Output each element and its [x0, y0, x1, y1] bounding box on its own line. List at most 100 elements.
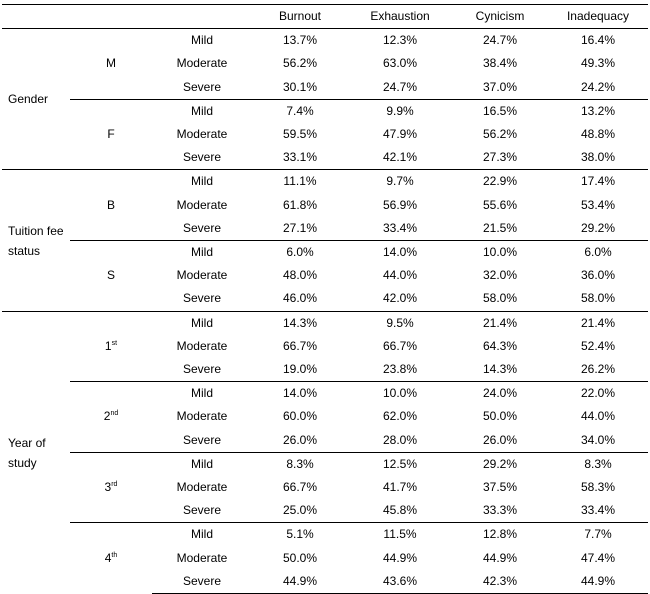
header-exhaustion: Exhaustion — [348, 3, 452, 30]
value-cell: 44.0% — [382, 268, 418, 283]
table-row: F Mild 7.4% 9.9% 16.5% 13.2% — [2, 98, 648, 170]
severity-level: Severe — [182, 362, 222, 377]
severity-level: Mild — [152, 381, 252, 406]
severity-level: Mild — [152, 310, 252, 335]
value-cell: 44.0% — [580, 409, 616, 424]
table-row: Moderate 50.0% 44.9% 44.9% 47.4% — [2, 547, 648, 570]
value-cell: 29.2% — [580, 220, 616, 235]
table-row: 2nd Mild 14.0% 10.0% 24.0% 22.0% — [2, 381, 648, 453]
value-cell: 26.0% — [282, 432, 318, 447]
table-row: Moderate 59.5% 47.9% 56.2% 48.8% — [2, 123, 648, 146]
severity-level: Moderate — [176, 56, 228, 71]
value-cell: 12.5% — [348, 451, 452, 477]
value-cell: 16.4% — [580, 33, 616, 48]
severity-level: Severe — [182, 220, 222, 235]
value-cell: 66.7% — [282, 338, 318, 353]
subgroup-label-text: B — [106, 197, 115, 212]
value-cell: 19.0% — [282, 362, 318, 377]
severity-level: Severe — [182, 79, 222, 94]
value-cell: 11.1% — [252, 169, 348, 194]
value-cell: 59.5% — [282, 127, 318, 142]
severity-level: Mild — [190, 33, 213, 48]
table-row: Severe 27.1% 33.4% 21.5% 29.2% — [2, 217, 648, 241]
value-cell: 11.5% — [348, 522, 452, 547]
value-cell: 33.4% — [382, 220, 418, 235]
header-cell — [70, 3, 152, 30]
table-row: Severe 25.0% 45.8% 33.3% 33.4% — [2, 499, 648, 523]
value-cell: 55.6% — [482, 197, 518, 212]
value-cell: 66.7% — [382, 338, 418, 353]
header-inadequacy: Inadequacy — [548, 3, 648, 30]
value-cell: 56.2% — [482, 127, 518, 142]
value-cell: 36.0% — [580, 268, 616, 283]
value-cell: 60.0% — [282, 409, 318, 424]
value-cell: 8.3% — [548, 451, 648, 477]
subgroup-label-text: 4 — [104, 550, 112, 565]
value-cell: 56.2% — [282, 56, 318, 71]
value-cell: 7.7% — [548, 522, 648, 547]
value-cell: 58.3% — [580, 480, 616, 495]
severity-level: Severe — [182, 291, 222, 306]
value-cell: 17.4% — [548, 169, 648, 194]
group-label: Tuition fee status — [2, 169, 70, 312]
table-body: Gender M Mild 13.7% 12.3% 24.7% 16.4% Moderate 5… — [2, 29, 648, 594]
header-cell — [152, 3, 252, 30]
value-cell: 53.4% — [580, 197, 616, 212]
severity-level: Mild — [152, 522, 252, 547]
value-cell: 23.8% — [382, 362, 418, 377]
value-cell: 62.0% — [382, 409, 418, 424]
value-cell: 14.3% — [252, 310, 348, 335]
severity-level: Severe — [182, 432, 222, 447]
value-cell: 61.8% — [282, 197, 318, 212]
value-cell: 48.0% — [282, 268, 318, 283]
value-cell: 22.0% — [548, 381, 648, 406]
value-cell: 41.7% — [382, 480, 418, 495]
value-cell: 9.5% — [348, 310, 452, 335]
value-cell: 42.0% — [382, 291, 418, 306]
value-cell: 29.2% — [452, 451, 548, 477]
value-cell: 8.3% — [252, 451, 348, 477]
value-cell: 14.0% — [252, 381, 348, 406]
table-row: Moderate 60.0% 62.0% 50.0% 44.0% — [2, 405, 648, 428]
value-cell: 52.4% — [580, 338, 616, 353]
severity-level: Moderate — [176, 197, 228, 212]
severity-level: Moderate — [176, 268, 228, 283]
subgroup-label: 2nd — [70, 381, 152, 453]
value-cell: 56.9% — [382, 197, 418, 212]
value-cell: 9.9% — [348, 98, 452, 124]
value-cell: 63.0% — [382, 56, 418, 71]
value-cell: 44.9% — [548, 569, 648, 594]
table-row: Moderate 56.2% 63.0% 38.4% 49.3% — [2, 52, 648, 75]
table-row: Moderate 66.7% 41.7% 37.5% 58.3% — [2, 476, 648, 499]
burnout-table: Burnout Exhaustion Cynicism Inadequacy G… — [2, 3, 648, 594]
severity-level: Moderate — [176, 480, 228, 495]
value-cell: 5.1% — [252, 522, 348, 547]
value-cell: 10.0% — [348, 381, 452, 406]
ordinal-suffix: rd — [111, 481, 118, 489]
subgroup-label: S — [70, 240, 152, 312]
value-cell: 24.7% — [382, 79, 418, 94]
value-cell: 33.4% — [580, 503, 616, 518]
value-cell: 44.9% — [482, 550, 518, 565]
subgroup-label: 1st — [70, 310, 152, 382]
severity-level: Mild — [152, 240, 252, 265]
value-cell: 42.3% — [452, 569, 548, 594]
value-cell: 6.0% — [252, 240, 348, 265]
value-cell: 25.0% — [282, 503, 318, 518]
table-row: Moderate 66.7% 66.7% 64.3% 52.4% — [2, 335, 648, 358]
value-cell: 64.3% — [482, 338, 518, 353]
value-cell: 22.9% — [452, 169, 548, 194]
subgroup-label-text: 3 — [104, 480, 112, 495]
value-cell: 37.5% — [482, 480, 518, 495]
severity-level: Moderate — [176, 338, 228, 353]
value-cell: 7.4% — [252, 98, 348, 124]
ordinal-suffix: st — [111, 339, 118, 347]
value-cell: 21.5% — [482, 220, 518, 235]
table-row: S Mild 6.0% 14.0% 10.0% 6.0% — [2, 240, 648, 312]
header-cell — [2, 3, 70, 30]
subgroup-label: 3rd — [70, 451, 152, 523]
subgroup-label-text: F — [107, 127, 115, 142]
value-cell: 30.1% — [282, 79, 318, 94]
value-cell: 24.0% — [452, 381, 548, 406]
